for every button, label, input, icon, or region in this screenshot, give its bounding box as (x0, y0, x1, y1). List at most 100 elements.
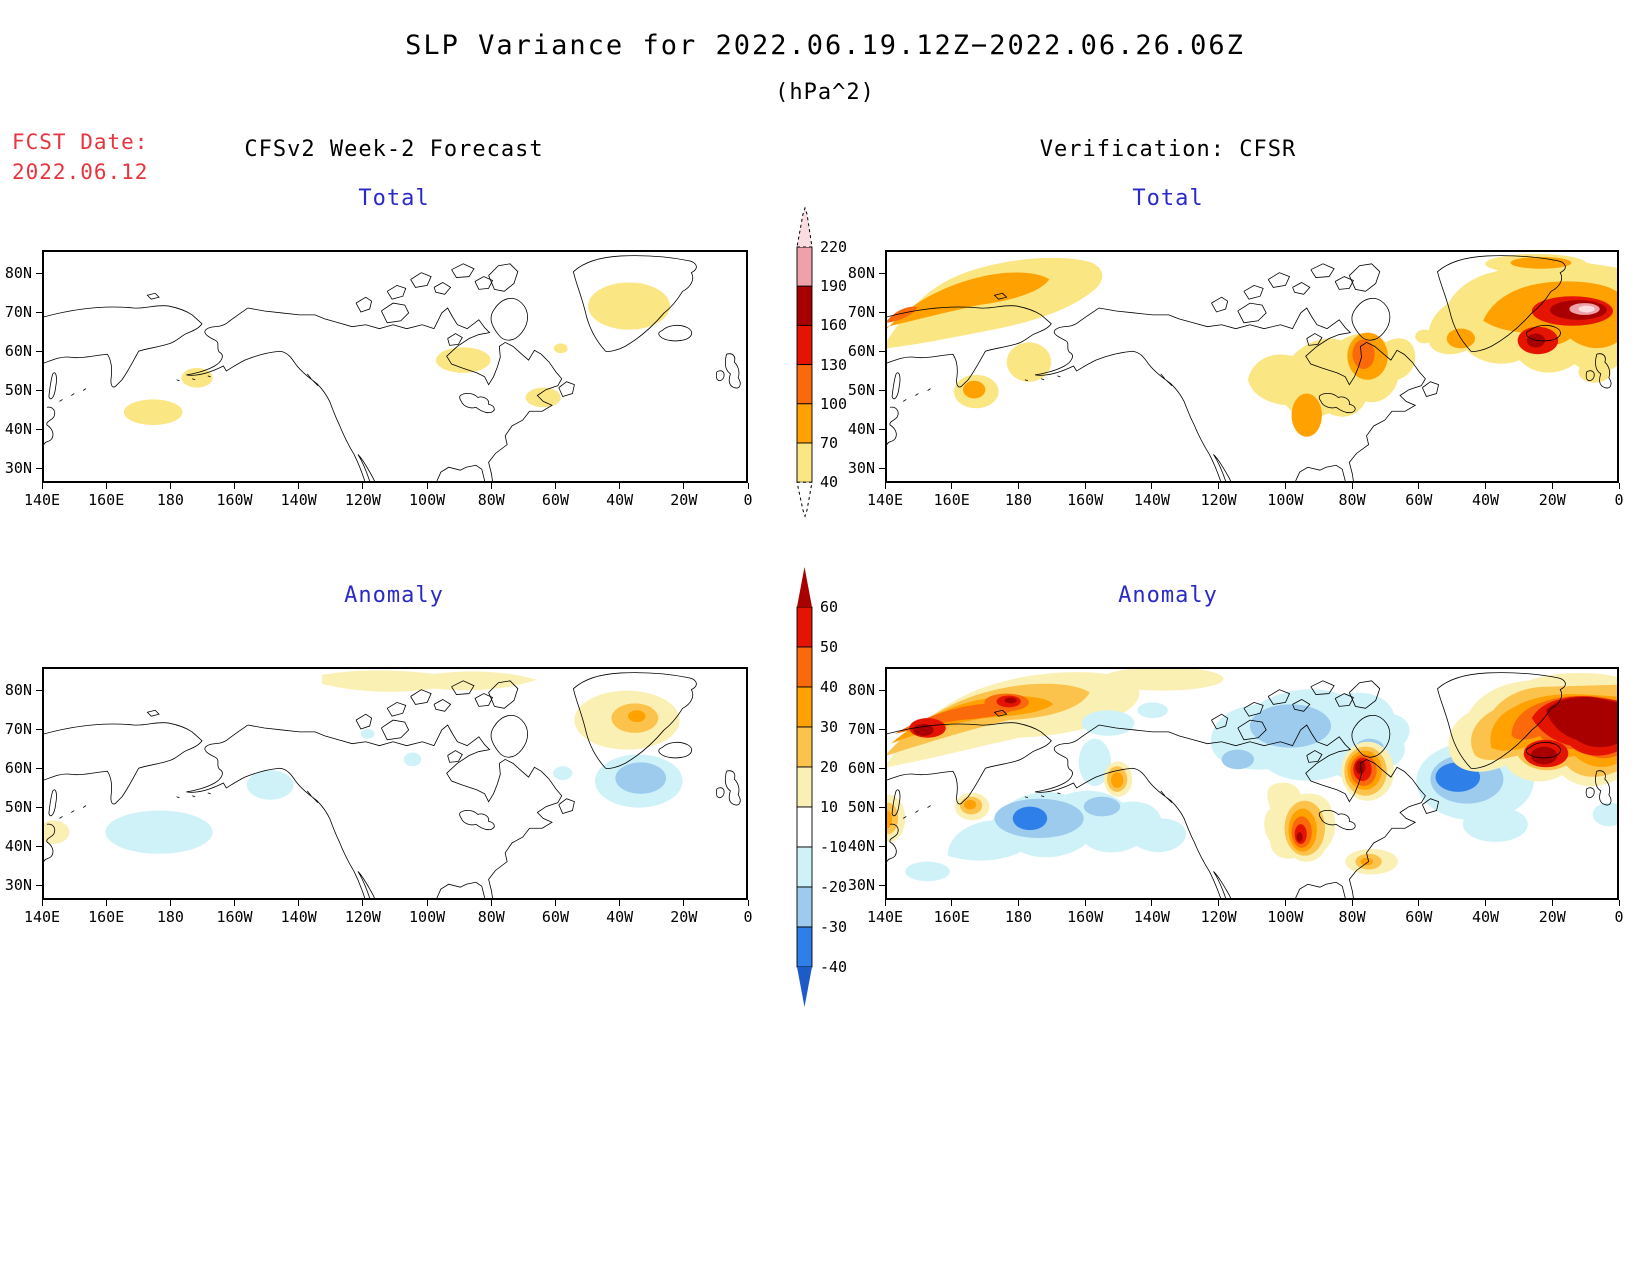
coastline (573, 673, 696, 769)
coastline (1526, 742, 1560, 758)
coastline (460, 810, 495, 829)
coastline (1438, 673, 1566, 769)
coastline (387, 285, 406, 299)
y-tick-label: 40N (4, 837, 32, 855)
x-tick (362, 900, 364, 906)
x-tick (105, 483, 107, 489)
x-tick-label: 20W (1538, 908, 1566, 926)
x-tick (490, 900, 492, 906)
x-tick-label: 80W (1338, 908, 1366, 926)
map-verification-total (885, 250, 1619, 483)
y-tick (879, 272, 885, 274)
y-tick (36, 845, 42, 847)
coastline (489, 681, 518, 709)
x-tick-label: 80W (477, 908, 505, 926)
x-tick-label: 140E (866, 491, 904, 509)
x-tick-label: 100W (1267, 491, 1304, 509)
coastline (1422, 799, 1438, 814)
coastline (1025, 376, 1060, 381)
x-tick (41, 900, 43, 906)
x-tick-label: 160W (1067, 908, 1104, 926)
contour-region (105, 810, 213, 854)
coastline (716, 788, 724, 798)
x-tick (490, 483, 492, 489)
coastline (381, 720, 408, 740)
x-tick (298, 483, 300, 489)
colorbar-segment (796, 726, 813, 768)
coastline (147, 293, 159, 299)
x-tick-label: 40W (606, 491, 634, 509)
y-tick-label: 60N (847, 759, 875, 777)
coastline (186, 725, 364, 898)
contour-region (1360, 857, 1373, 866)
contour-region (905, 861, 950, 882)
y-tick (36, 428, 42, 430)
coastline (659, 325, 692, 341)
colorbar-below-min-arrow (797, 967, 812, 1007)
coastline (1035, 725, 1221, 898)
x-tick (951, 900, 953, 906)
x-tick (1418, 900, 1420, 906)
colorbar-tick-label: 40 (820, 678, 839, 696)
x-tick (1084, 900, 1086, 906)
panel-title-forecast-total: Total (358, 186, 430, 211)
coastline (437, 465, 485, 481)
x-tick-label: 60W (541, 908, 569, 926)
x-tick (1418, 483, 1420, 489)
x-tick (554, 483, 556, 489)
y-tick-label: 50N (4, 798, 32, 816)
coastline (1211, 297, 1227, 312)
contour-region (44, 820, 70, 844)
x-tick-label: 160W (1067, 491, 1104, 509)
coastline (186, 308, 364, 481)
colorbar-tick-label: 130 (820, 355, 848, 374)
colorbar-segment (796, 766, 813, 808)
coastline (892, 790, 900, 816)
coastline (44, 407, 55, 444)
x-tick-label: 60W (1405, 908, 1433, 926)
contour-region (181, 367, 213, 388)
contour-region (1578, 361, 1611, 383)
y-tick-label: 30N (847, 876, 875, 894)
coastline (1268, 273, 1289, 288)
x-tick-label: 140W (280, 491, 317, 509)
fcst-date-label: FCST Date: (12, 130, 149, 154)
y-tick (879, 806, 885, 808)
y-tick-label: 80N (4, 264, 32, 282)
colorbar-segment (796, 324, 813, 366)
contour-region (588, 282, 670, 330)
coastline (475, 277, 493, 290)
coastline (448, 751, 463, 763)
x-tick (1485, 483, 1487, 489)
y-tick (879, 767, 885, 769)
column-header-forecast: CFSv2 Week-2 Forecast (244, 137, 544, 162)
colorbar-tick-label: 20 (820, 758, 839, 776)
x-tick (426, 483, 428, 489)
x-tick (298, 900, 300, 906)
colorbar-segment (796, 403, 813, 444)
x-tick (1351, 483, 1353, 489)
coastline (448, 334, 463, 346)
contour-region (1249, 704, 1332, 748)
coastline (356, 297, 372, 312)
coastline (358, 454, 375, 481)
contour-region (1137, 702, 1168, 719)
coastline (248, 725, 562, 898)
contour-region (1352, 339, 1375, 369)
x-tick (619, 900, 621, 906)
contour-region (1291, 393, 1322, 437)
x-tick (554, 900, 556, 906)
x-tick-label: 40W (1471, 491, 1500, 509)
contour-region (123, 399, 183, 425)
x-tick-label: 180 (156, 491, 184, 509)
colorbar-tick-label: -10 (820, 838, 848, 856)
coastline (725, 771, 740, 805)
y-tick-label: 40N (4, 420, 32, 438)
fcst-date-value: 2022.06.12 (12, 160, 149, 184)
coastline (1244, 702, 1263, 716)
colorbar-tick-label: 60 (820, 598, 839, 616)
colorbar-tick-label: 220 (820, 238, 848, 256)
x-tick (1351, 900, 1353, 906)
colorbar-anomaly (790, 555, 824, 1024)
coastline (994, 293, 1006, 299)
